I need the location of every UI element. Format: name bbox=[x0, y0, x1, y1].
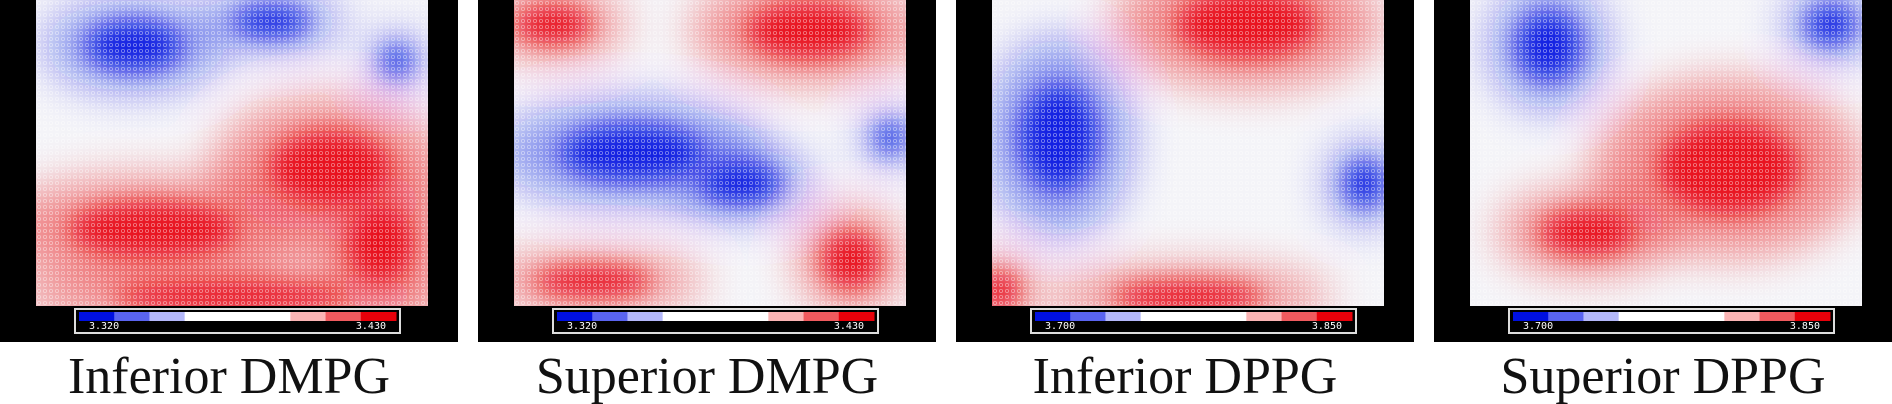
colorbar-segment bbox=[768, 312, 805, 321]
panel: 3.700 3.850 Superior DPPG bbox=[1434, 0, 1892, 404]
colorbar-segment bbox=[1583, 312, 1620, 321]
colorbar-segment bbox=[1281, 312, 1318, 321]
grid-texture bbox=[36, 0, 428, 306]
colorbar-min-label: 3.320 bbox=[567, 321, 597, 332]
colorbar-max-label: 3.430 bbox=[356, 321, 386, 332]
colorbar-segment bbox=[1070, 312, 1106, 321]
colorbar-segment bbox=[1035, 312, 1071, 321]
colorbar-min-label: 3.700 bbox=[1045, 321, 1075, 332]
heatmap bbox=[1470, 0, 1862, 306]
colorbar-segment bbox=[114, 312, 150, 321]
colorbar-segment bbox=[325, 312, 362, 321]
panel-caption: Inferior DMPG bbox=[68, 348, 390, 404]
colorbar-segment bbox=[219, 312, 256, 321]
colorbar-min-label: 3.320 bbox=[89, 321, 119, 332]
colorbar-min-label: 3.700 bbox=[1523, 321, 1553, 332]
colorbar-segment bbox=[557, 312, 593, 321]
colorbar-segment bbox=[1689, 312, 1725, 321]
heatmap bbox=[36, 0, 428, 306]
colorbar-max-label: 3.430 bbox=[834, 321, 864, 332]
grid-texture bbox=[992, 0, 1384, 306]
colorbar-segment bbox=[1759, 312, 1796, 321]
colorbar-segment bbox=[360, 312, 397, 321]
colorbar-segment bbox=[1548, 312, 1584, 321]
colorbar-segment bbox=[1175, 312, 1212, 321]
colorbar-segment bbox=[149, 312, 186, 321]
panel-caption: Superior DMPG bbox=[536, 348, 878, 404]
colorbar-segment bbox=[1211, 312, 1247, 321]
colorbar-max-label: 3.850 bbox=[1790, 321, 1820, 332]
heatmap bbox=[514, 0, 906, 306]
colorbar-segment bbox=[697, 312, 734, 321]
panel-caption: Inferior DPPG bbox=[1033, 348, 1338, 404]
colorbar-segment bbox=[1618, 312, 1655, 321]
panel: 3.320 3.430 Inferior DMPG bbox=[0, 0, 458, 404]
colorbar-segment bbox=[1105, 312, 1142, 321]
colorbar-segment bbox=[662, 312, 699, 321]
colorbar-segment bbox=[290, 312, 327, 321]
colorbar-max-label: 3.850 bbox=[1312, 321, 1342, 332]
grid-texture bbox=[514, 0, 906, 306]
colorbar-segment bbox=[1724, 312, 1761, 321]
colorbar-segment bbox=[1794, 312, 1831, 321]
heatmap bbox=[992, 0, 1384, 306]
colorbar-segment bbox=[838, 312, 875, 321]
panel: 3.320 3.430 Superior DMPG bbox=[478, 0, 936, 404]
colorbar-segment bbox=[627, 312, 664, 321]
colorbar-segment bbox=[1316, 312, 1353, 321]
colorbar-segment bbox=[1246, 312, 1283, 321]
colorbar-segment bbox=[79, 312, 115, 321]
colorbar-segment bbox=[255, 312, 291, 321]
colorbar-segment bbox=[184, 312, 221, 321]
panel-caption: Superior DPPG bbox=[1500, 348, 1825, 404]
colorbar-segment bbox=[1653, 312, 1690, 321]
panel: 3.700 3.850 Inferior DPPG bbox=[956, 0, 1414, 404]
colorbar-segment bbox=[1140, 312, 1177, 321]
colorbar-segment bbox=[803, 312, 840, 321]
colorbar-segment bbox=[733, 312, 769, 321]
colorbar-segment bbox=[592, 312, 628, 321]
colorbar-segment bbox=[1513, 312, 1549, 321]
grid-texture bbox=[1470, 0, 1862, 306]
